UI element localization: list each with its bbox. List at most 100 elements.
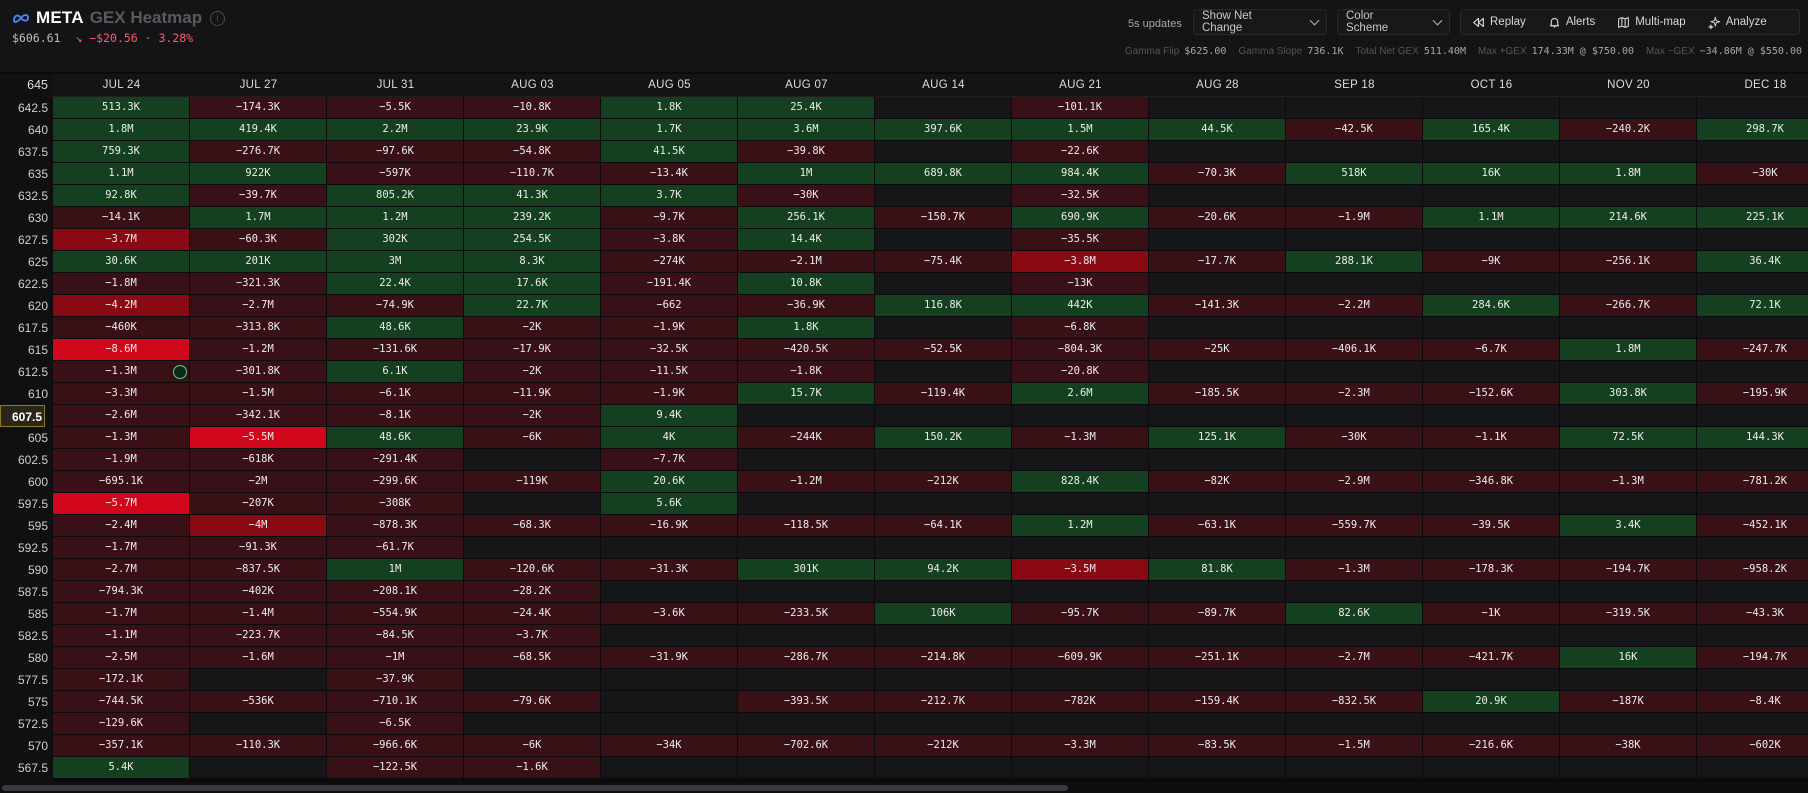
- gex-cell[interactable]: [1560, 493, 1696, 514]
- gex-cell[interactable]: −141.3K: [1149, 295, 1285, 316]
- gex-cell[interactable]: [1286, 317, 1422, 338]
- gex-cell[interactable]: [601, 757, 737, 778]
- gex-cell[interactable]: −966.6K: [327, 735, 463, 756]
- gex-cell[interactable]: −782K: [1012, 691, 1148, 712]
- gex-cell[interactable]: [1560, 141, 1696, 162]
- gex-cell[interactable]: −13K: [1012, 273, 1148, 294]
- gex-cell[interactable]: −342.1K: [190, 405, 326, 426]
- gex-cell[interactable]: [1423, 581, 1559, 602]
- gex-cell[interactable]: 397.6K: [875, 119, 1011, 140]
- gex-cell[interactable]: −191.4K: [601, 273, 737, 294]
- gex-cell[interactable]: [738, 581, 874, 602]
- gex-cell[interactable]: [738, 757, 874, 778]
- gex-cell[interactable]: 165.4K: [1423, 119, 1559, 140]
- gex-cell[interactable]: [738, 493, 874, 514]
- gex-cell[interactable]: [1697, 141, 1808, 162]
- gex-cell[interactable]: −31.3K: [601, 559, 737, 580]
- gex-cell[interactable]: [875, 757, 1011, 778]
- gex-cell[interactable]: 1.8M: [53, 119, 189, 140]
- gex-cell[interactable]: −30K: [1286, 427, 1422, 448]
- gex-cell[interactable]: −89.7K: [1149, 603, 1285, 624]
- gex-cell[interactable]: [1149, 229, 1285, 250]
- gex-cell[interactable]: −187K: [1560, 691, 1696, 712]
- expiration-header[interactable]: AUG 14: [922, 79, 965, 91]
- gex-cell[interactable]: [1560, 185, 1696, 206]
- king-node-icon[interactable]: [173, 365, 187, 379]
- gex-cell[interactable]: −240.2K: [1560, 119, 1696, 140]
- gex-cell[interactable]: [1286, 229, 1422, 250]
- gex-cell[interactable]: −84.5K: [327, 625, 463, 646]
- gex-cell[interactable]: −35.5K: [1012, 229, 1148, 250]
- gex-cell[interactable]: −1M: [327, 647, 463, 668]
- gex-cell[interactable]: 144.3K: [1697, 427, 1808, 448]
- gex-cell[interactable]: 116.8K: [875, 295, 1011, 316]
- gex-cell[interactable]: −266.7K: [1560, 295, 1696, 316]
- gex-cell[interactable]: 36.4K: [1697, 251, 1808, 272]
- gex-cell[interactable]: −781.2K: [1697, 471, 1808, 492]
- gex-cell[interactable]: −95.7K: [1012, 603, 1148, 624]
- gex-cell[interactable]: −1.9M: [53, 449, 189, 470]
- gex-cell[interactable]: 1.8M: [1560, 163, 1696, 184]
- gex-cell[interactable]: 125.1K: [1149, 427, 1285, 448]
- gex-cell[interactable]: −452.1K: [1697, 515, 1808, 536]
- gex-cell[interactable]: −37.9K: [327, 669, 463, 690]
- gex-cell[interactable]: [1149, 317, 1285, 338]
- gex-cell[interactable]: −8.1K: [327, 405, 463, 426]
- gex-cell[interactable]: [1697, 713, 1808, 734]
- gex-cell[interactable]: [1286, 669, 1422, 690]
- gex-cell[interactable]: [738, 625, 874, 646]
- gex-cell[interactable]: −460K: [53, 317, 189, 338]
- gex-cell[interactable]: 298.7K: [1697, 119, 1808, 140]
- gex-cell[interactable]: −70.3K: [1149, 163, 1285, 184]
- gex-cell[interactable]: [1423, 713, 1559, 734]
- gex-cell[interactable]: −3.8M: [1012, 251, 1148, 272]
- gex-cell[interactable]: −194.7K: [1697, 647, 1808, 668]
- gex-cell[interactable]: −1.9M: [1286, 207, 1422, 228]
- gex-cell[interactable]: −119K: [464, 471, 600, 492]
- gex-cell[interactable]: −110.3K: [190, 735, 326, 756]
- gex-cell[interactable]: −4M: [190, 515, 326, 536]
- gex-cell[interactable]: [1423, 449, 1559, 470]
- gex-cell[interactable]: [1423, 669, 1559, 690]
- gex-cell[interactable]: 8.3K: [464, 251, 600, 272]
- gex-cell[interactable]: [1149, 449, 1285, 470]
- gex-cell[interactable]: −17.9K: [464, 339, 600, 360]
- gex-cell[interactable]: [1423, 625, 1559, 646]
- gex-cell[interactable]: 20.9K: [1423, 691, 1559, 712]
- gex-cell[interactable]: 23.9K: [464, 119, 600, 140]
- gex-cell[interactable]: −319.5K: [1560, 603, 1696, 624]
- gex-cell[interactable]: −702.6K: [738, 735, 874, 756]
- gex-cell[interactable]: −2K: [464, 405, 600, 426]
- gex-cell[interactable]: 5.4K: [53, 757, 189, 778]
- gex-cell[interactable]: 1M: [327, 559, 463, 580]
- gex-cell[interactable]: −744.5K: [53, 691, 189, 712]
- gex-cell[interactable]: −22.6K: [1012, 141, 1148, 162]
- gex-cell[interactable]: −1.3M: [53, 361, 189, 382]
- gex-cell[interactable]: −1K: [1423, 603, 1559, 624]
- gex-cell[interactable]: −346.8K: [1423, 471, 1559, 492]
- gex-cell[interactable]: −194.7K: [1560, 559, 1696, 580]
- gex-cell[interactable]: −79.6K: [464, 691, 600, 712]
- gex-cell[interactable]: −291.4K: [327, 449, 463, 470]
- gex-cell[interactable]: [1286, 405, 1422, 426]
- gex-cell[interactable]: 4K: [601, 427, 737, 448]
- expiration-header[interactable]: OCT 16: [1470, 79, 1513, 91]
- gex-cell[interactable]: −8.6M: [53, 339, 189, 360]
- gex-cell[interactable]: −30K: [1697, 163, 1808, 184]
- gex-cell[interactable]: 288.1K: [1286, 251, 1422, 272]
- gex-cell[interactable]: −39.5K: [1423, 515, 1559, 536]
- gex-cell[interactable]: 302K: [327, 229, 463, 250]
- gex-cell[interactable]: −536K: [190, 691, 326, 712]
- gex-cell[interactable]: 1.8K: [738, 317, 874, 338]
- gex-cell[interactable]: −1.3M: [1560, 471, 1696, 492]
- gex-cell[interactable]: 3M: [327, 251, 463, 272]
- gex-cell[interactable]: [1286, 713, 1422, 734]
- gex-cell[interactable]: −24.4K: [464, 603, 600, 624]
- gex-cell[interactable]: 828.4K: [1012, 471, 1148, 492]
- gex-cell[interactable]: 1.5M: [1012, 119, 1148, 140]
- gex-cell[interactable]: [1697, 273, 1808, 294]
- gex-cell[interactable]: [1423, 405, 1559, 426]
- gex-cell[interactable]: −2K: [464, 317, 600, 338]
- gex-cell[interactable]: −20.8K: [1012, 361, 1148, 382]
- gex-cell[interactable]: −17.7K: [1149, 251, 1285, 272]
